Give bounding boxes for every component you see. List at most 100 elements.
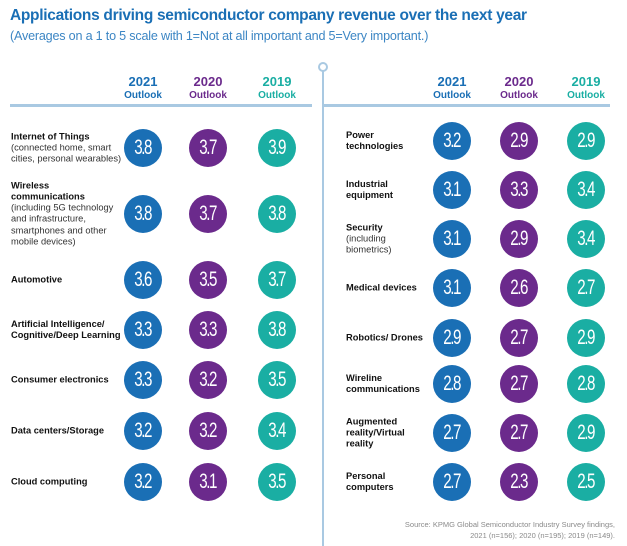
row-label-detail: (including 5G technology and infrastruct… xyxy=(11,202,114,247)
column-label: Outlook xyxy=(433,89,471,101)
value-bubble-2019: 2.9 xyxy=(567,319,605,357)
value-bubble-2021: 3.2 xyxy=(124,463,162,501)
value-bubble-2020: 2.7 xyxy=(500,365,538,403)
column-header-2019-right: 2019 Outlook xyxy=(556,74,616,101)
value-label: 2.3 xyxy=(510,470,529,493)
center-divider xyxy=(322,68,324,546)
value-bubble-2019: 3.8 xyxy=(258,195,296,233)
source-line-1: Source: KPMG Global Semiconductor Indust… xyxy=(404,520,615,529)
value-bubble-2020: 3.3 xyxy=(500,171,538,209)
value-bubble-2019: 3.7 xyxy=(258,261,296,299)
value-label: 3.3 xyxy=(510,178,529,201)
value-label: 3.4 xyxy=(577,178,596,201)
row-label: Cloud computing xyxy=(11,476,123,487)
value-label: 3.8 xyxy=(134,202,153,225)
row-label: Augmented reality/Virtual reality xyxy=(346,416,426,449)
value-label: 3.2 xyxy=(443,129,462,152)
value-bubble-2019: 3.4 xyxy=(567,171,605,209)
value-label: 3.4 xyxy=(577,227,596,250)
value-bubble-2019: 3.5 xyxy=(258,361,296,399)
column-header-2020-right: 2020 Outlook xyxy=(489,74,549,101)
row-label-name: Personal computers xyxy=(346,470,394,492)
value-bubble-2021: 3.6 xyxy=(124,261,162,299)
value-bubble-2020: 2.7 xyxy=(500,414,538,452)
row-label-name: Security xyxy=(346,222,383,233)
value-bubble-2020: 3.2 xyxy=(189,412,227,450)
column-label: Outlook xyxy=(500,89,538,101)
value-label: 3.8 xyxy=(268,318,287,341)
row-label-name: Automotive xyxy=(11,274,63,285)
value-bubble-2020: 2.9 xyxy=(500,122,538,160)
value-bubble-2019: 3.5 xyxy=(258,463,296,501)
value-label: 3.7 xyxy=(199,136,218,159)
column-label: Outlook xyxy=(189,89,227,101)
column-year: 2021 xyxy=(128,74,158,89)
source-line-2: 2021 (n=156); 2020 (n=195); 2019 (n=149)… xyxy=(470,530,615,540)
value-label: 3.3 xyxy=(199,318,218,341)
value-bubble-2021: 3.3 xyxy=(124,361,162,399)
chart-title: Applications driving semiconductor compa… xyxy=(10,7,527,24)
row-label: Personal computers xyxy=(346,471,426,493)
value-label: 3.3 xyxy=(134,368,153,391)
value-bubble-2020: 3.7 xyxy=(189,195,227,233)
row-label: Consumer electronics xyxy=(11,374,123,385)
value-bubble-2019: 3.8 xyxy=(258,311,296,349)
row-label: Wireline communications xyxy=(346,373,426,395)
value-label: 2.7 xyxy=(577,276,596,299)
value-label: 3.2 xyxy=(199,368,218,391)
value-label: 2.9 xyxy=(577,326,596,349)
column-label: Outlook xyxy=(124,89,162,101)
value-label: 3.3 xyxy=(134,318,153,341)
value-bubble-2019: 3.4 xyxy=(258,412,296,450)
value-bubble-2019: 2.9 xyxy=(567,122,605,160)
row-label-name: Wireline communications xyxy=(346,372,420,394)
row-label-name: Industrial equipment xyxy=(346,178,394,200)
left-header-rule xyxy=(10,104,312,107)
row-label-detail: (connected home, smart cities, personal … xyxy=(11,142,122,164)
value-bubble-2021: 3.8 xyxy=(124,129,162,167)
value-label: 2.7 xyxy=(443,421,462,444)
right-header-rule xyxy=(322,104,610,107)
value-bubble-2019: 2.9 xyxy=(567,414,605,452)
value-label: 2.6 xyxy=(510,276,529,299)
column-header-2021-left: 2021 Outlook xyxy=(113,74,173,101)
value-bubble-2021: 3.8 xyxy=(124,195,162,233)
row-label: Artificial Intelligence/ Cognitive/Deep … xyxy=(11,319,123,341)
value-bubble-2021: 3.2 xyxy=(124,412,162,450)
column-header-2020-left: 2020 Outlook xyxy=(178,74,238,101)
value-bubble-2020: 3.1 xyxy=(189,463,227,501)
value-label: 2.9 xyxy=(443,326,462,349)
row-label-name: Power technologies xyxy=(346,129,404,151)
value-bubble-2020: 2.6 xyxy=(500,269,538,307)
value-label: 3.7 xyxy=(268,268,287,291)
row-label-name: Cloud computing xyxy=(11,476,88,487)
value-label: 3.9 xyxy=(268,136,287,159)
value-bubble-2020: 3.2 xyxy=(189,361,227,399)
source-note: Source: KPMG Global Semiconductor Indust… xyxy=(405,520,615,542)
column-year: 2019 xyxy=(571,74,601,89)
value-label: 3.5 xyxy=(199,268,218,291)
value-label: 2.5 xyxy=(577,470,596,493)
value-label: 3.1 xyxy=(199,470,218,493)
value-label: 2.7 xyxy=(443,470,462,493)
column-year: 2020 xyxy=(504,74,534,89)
value-label: 3.8 xyxy=(134,136,153,159)
row-label: Industrial equipment xyxy=(346,179,426,201)
row-label: Wireless communications (including 5G tec… xyxy=(11,181,123,248)
value-bubble-2021: 3.2 xyxy=(433,122,471,160)
value-bubble-2021: 2.7 xyxy=(433,463,471,501)
row-label: Data centers/Storage xyxy=(11,425,123,436)
value-bubble-2020: 3.5 xyxy=(189,261,227,299)
value-bubble-2021: 3.1 xyxy=(433,171,471,209)
value-bubble-2021: 3.3 xyxy=(124,311,162,349)
column-year: 2020 xyxy=(193,74,223,89)
column-label: Outlook xyxy=(258,89,296,101)
row-label-name: Medical devices xyxy=(346,282,417,293)
value-bubble-2021: 2.8 xyxy=(433,365,471,403)
value-bubble-2020: 2.9 xyxy=(500,220,538,258)
row-label-name: Internet of Things xyxy=(11,131,90,142)
value-bubble-2019: 2.5 xyxy=(567,463,605,501)
value-bubble-2020: 3.3 xyxy=(189,311,227,349)
value-label: 3.5 xyxy=(268,470,287,493)
value-bubble-2019: 2.8 xyxy=(567,365,605,403)
